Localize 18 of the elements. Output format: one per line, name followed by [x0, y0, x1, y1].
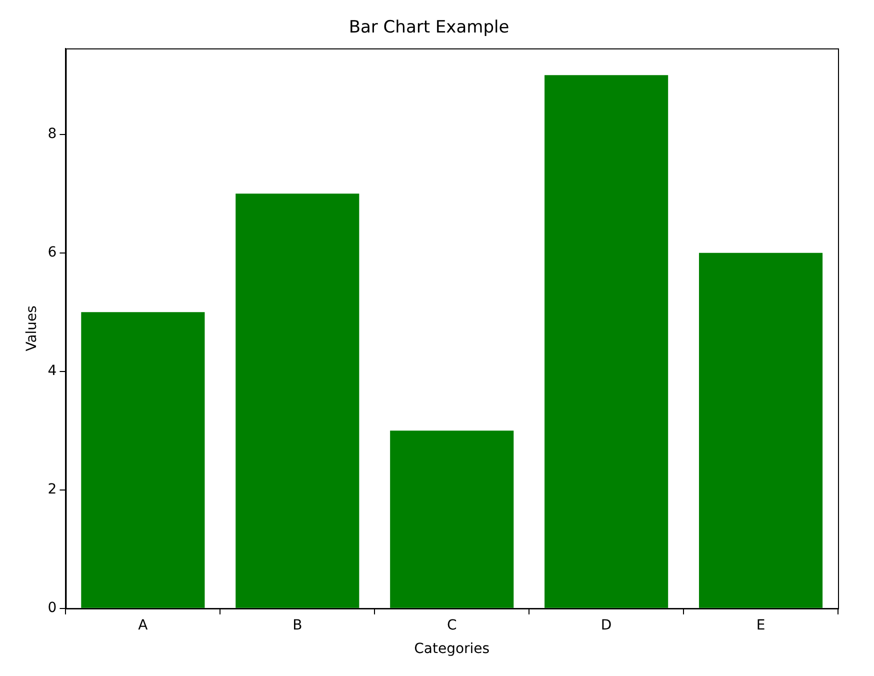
x-tick-label: C: [446, 617, 457, 634]
bar: [236, 194, 360, 608]
x-tick-label: E: [756, 617, 766, 634]
y-tick-label: 4: [48, 363, 57, 380]
bar: [698, 252, 823, 608]
y-tick-label: 0: [48, 600, 57, 616]
x-tick-label: A: [138, 617, 148, 634]
y-tick-label: 8: [48, 126, 57, 142]
bar: [390, 430, 514, 608]
chart-title: Bar Chart Example: [348, 18, 510, 38]
y-tick-label: 6: [48, 244, 57, 260]
x-axis-title: Categories: [414, 641, 490, 658]
x-tick-label: B: [292, 617, 302, 634]
y-axis-title: Values: [24, 306, 40, 352]
x-tick-label: D: [600, 617, 612, 634]
bar: [544, 75, 668, 608]
y-tick-label: 2: [48, 482, 57, 498]
bar: [81, 312, 205, 608]
